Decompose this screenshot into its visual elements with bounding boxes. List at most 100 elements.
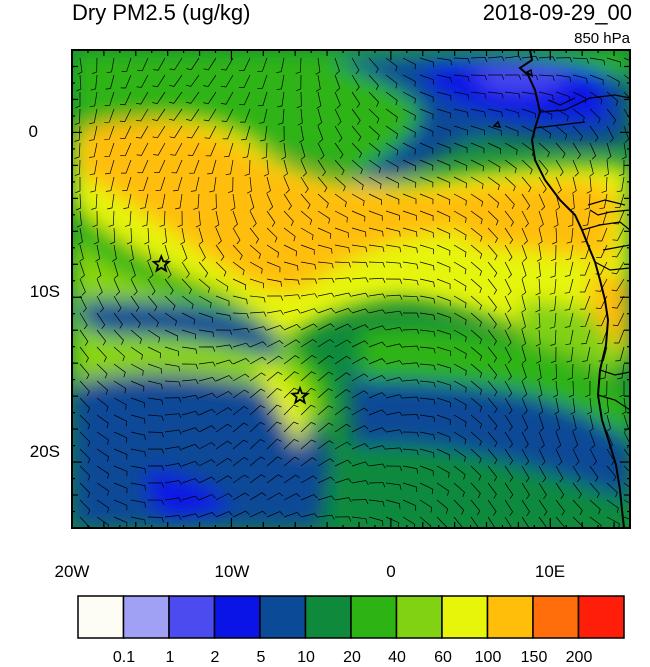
wind-barb [317, 193, 329, 209]
wind-barb [113, 312, 123, 329]
wind-barb [147, 431, 164, 438]
wind-barb [606, 482, 618, 498]
wind-barb [550, 329, 557, 346]
wind-barb [570, 397, 576, 415]
wind-barb [589, 431, 596, 449]
wind-barb [249, 210, 257, 228]
wind-barb [147, 414, 164, 422]
wind-barb [589, 448, 597, 466]
wind-barb [147, 261, 154, 279]
wind-barb [317, 159, 326, 177]
wind-barb [419, 397, 436, 405]
wind-barb [487, 261, 498, 278]
wind-barb [266, 310, 284, 315]
wind-barb [385, 377, 403, 382]
wind-barb [334, 244, 350, 253]
wind-barb [470, 431, 482, 447]
wind-barb [538, 176, 547, 194]
wind-barb [368, 210, 383, 221]
wind-barb [136, 74, 149, 88]
wind-barb [589, 499, 601, 515]
wind-barb [402, 278, 419, 286]
wind-barb [368, 193, 382, 206]
wind-barb [453, 91, 470, 100]
wind-barb [385, 244, 402, 253]
wind-barb [598, 346, 608, 362]
wind-barb [170, 142, 183, 156]
wind-barb [521, 363, 527, 381]
wind-barb [207, 159, 217, 175]
wind-barb [453, 397, 467, 410]
map-title: Dry PM2.5 (ug/kg) [72, 0, 251, 25]
wind-barb [266, 404, 282, 416]
wind-barb [453, 193, 467, 206]
wind-barb [181, 410, 199, 416]
wind-barb [225, 159, 234, 176]
wind-barb [436, 295, 451, 306]
wind-barb [402, 295, 419, 302]
wind-barb [334, 108, 342, 126]
wind-barb [283, 261, 299, 271]
wind-barb [568, 380, 574, 398]
wind-barb [553, 380, 558, 398]
wind-barb [487, 56, 505, 62]
wind-barb [91, 57, 98, 75]
wind-barb [487, 397, 498, 414]
wind-barb [623, 414, 629, 432]
wind-barb [249, 405, 265, 416]
wind-barb [74, 159, 81, 176]
wind-barb [521, 414, 529, 432]
wind-barb [555, 142, 566, 159]
wind-barb [198, 312, 213, 323]
wind-barb [232, 405, 249, 416]
wind-barb [504, 55, 522, 61]
wind-barb [569, 193, 575, 211]
wind-barb [147, 312, 159, 328]
wind-barb [157, 193, 166, 209]
wind-barb [555, 108, 569, 121]
wind-barb [238, 57, 251, 71]
africa-coastline [518, 50, 625, 528]
wind-barb [130, 346, 143, 360]
wind-barb [504, 261, 512, 279]
wind-barb [209, 176, 217, 193]
wind-barb [368, 244, 385, 252]
wind-barb [419, 142, 434, 154]
wind-barb [317, 292, 335, 298]
wind-barb [385, 294, 403, 300]
wind-barb [572, 142, 581, 160]
wind-barb [487, 380, 498, 397]
wind-barb [572, 125, 583, 141]
wind-barb [203, 74, 217, 87]
wind-barb [623, 499, 630, 504]
wind-barb [616, 176, 625, 193]
wind-barb [300, 261, 317, 270]
wind-barb [436, 74, 452, 83]
wind-barb [536, 363, 542, 381]
wind-barb [368, 325, 386, 331]
wind-barb [470, 210, 483, 225]
wind-barb [181, 427, 199, 433]
wind-barb [181, 261, 190, 279]
wind-barb [334, 389, 351, 399]
wind-barb [130, 431, 146, 441]
wind-barb [266, 261, 281, 273]
wind-barb [96, 414, 109, 429]
wind-barb [79, 397, 91, 413]
wind-barb [106, 57, 115, 74]
colorbar-swatch [168, 595, 216, 639]
wind-barb [334, 227, 349, 238]
wind-barb [232, 278, 247, 290]
wind-barb [283, 404, 299, 416]
colorbar-swatch [532, 595, 580, 639]
colorbar-swatch [577, 595, 625, 639]
wind-barb [538, 516, 548, 528]
wind-barb [96, 363, 108, 379]
wind-barb [402, 193, 417, 205]
wind-barb [266, 324, 284, 331]
wind-barb [351, 480, 369, 485]
wind-barb [283, 176, 290, 194]
wind-barb [283, 387, 299, 399]
wind-barb [470, 142, 485, 154]
wind-barb [334, 277, 352, 283]
